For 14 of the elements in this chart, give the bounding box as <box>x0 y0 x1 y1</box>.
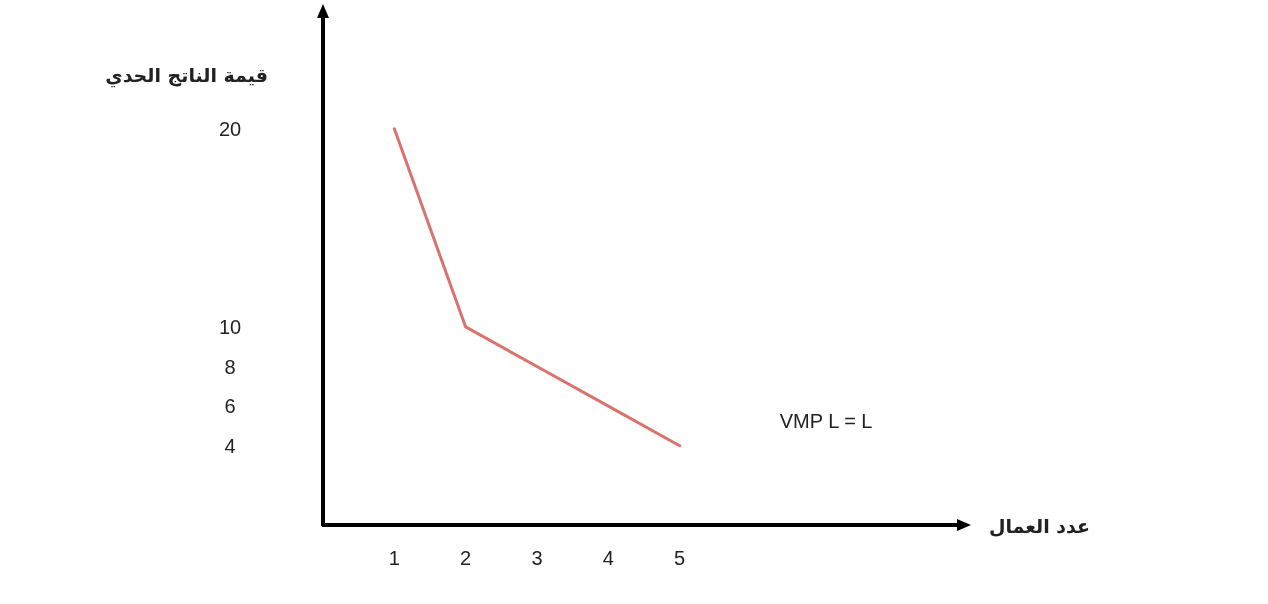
text: VMP L = L <box>779 409 873 432</box>
y-axis-title: قيمة الناتج الحدي <box>105 64 268 88</box>
x-tick-label: 1 <box>388 547 400 569</box>
y-tick-label: 4 <box>224 434 236 457</box>
x-tick-label: 5 <box>674 547 686 569</box>
y-tick-label: 6 <box>224 395 236 418</box>
x-axis-title: عدد العمال <box>988 515 1090 537</box>
x-tick-label: 3 <box>531 547 543 569</box>
line-series <box>392 127 682 448</box>
y-tick-label: 20 <box>218 117 242 140</box>
y-tick-label: 10 <box>218 315 242 338</box>
x-tick-label: 2 <box>460 547 472 569</box>
y-tick-label: 8 <box>224 355 236 378</box>
x-tick-label: 4 <box>602 547 614 569</box>
